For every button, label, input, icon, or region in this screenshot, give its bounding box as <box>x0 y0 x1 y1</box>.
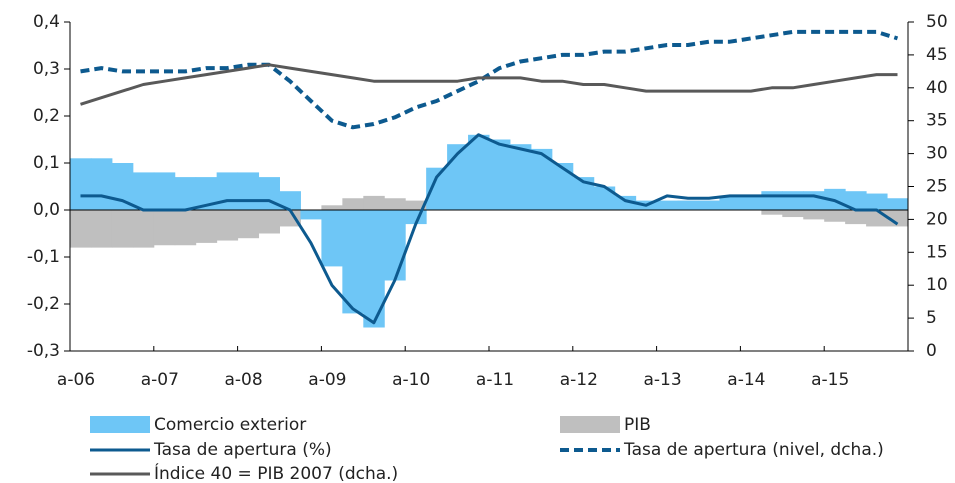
bar <box>363 210 385 328</box>
bar <box>803 210 825 220</box>
bar <box>593 186 616 210</box>
bar <box>237 172 260 210</box>
bar <box>321 205 343 210</box>
y2-tick-label: 10 <box>926 275 948 295</box>
bar <box>279 210 301 227</box>
bar <box>174 210 197 246</box>
x-tick-label: a-15 <box>811 370 849 390</box>
bar <box>845 210 867 225</box>
x-tick-label: a-07 <box>141 370 179 390</box>
bar <box>342 198 364 210</box>
bar <box>70 210 92 248</box>
bar <box>405 200 427 210</box>
y2-tick-label: 5 <box>926 308 937 328</box>
y2-tick-label: 45 <box>926 45 948 65</box>
legend-label: Índice 40 = PIB 2007 (dcha.) <box>154 462 398 483</box>
bar <box>384 210 406 281</box>
bar <box>698 200 720 210</box>
bar <box>90 210 113 248</box>
x-tick-label: a-11 <box>476 370 514 390</box>
y-tick-label: -0,1 <box>27 247 60 267</box>
bar <box>782 210 804 218</box>
legend-label: Tasa de apertura (%) <box>153 440 332 460</box>
bar <box>782 191 804 210</box>
line <box>80 133 899 325</box>
x-tick-label: a-06 <box>57 370 95 390</box>
legend-swatch <box>560 416 620 433</box>
y-tick-label: -0,2 <box>27 294 60 314</box>
y2-tick-label: 20 <box>926 209 948 229</box>
y-tick-label: 0,0 <box>33 200 60 220</box>
bar <box>195 210 218 243</box>
bar <box>237 210 260 239</box>
bar <box>761 210 783 215</box>
dashed-line <box>80 29 899 130</box>
bar <box>195 177 218 210</box>
x-tick-label: a-08 <box>225 370 263 390</box>
y-tick-label: 0,2 <box>33 106 60 126</box>
x-tick-label: a-09 <box>308 370 346 390</box>
bar <box>677 200 699 210</box>
bar <box>342 210 364 314</box>
y2-tick-label: 35 <box>926 111 948 131</box>
bar <box>489 139 511 210</box>
bar <box>572 177 595 210</box>
y-tick-label: 0,1 <box>33 153 60 173</box>
x-tick-label: a-12 <box>560 370 598 390</box>
y2-tick-label: 30 <box>926 144 948 164</box>
bar <box>656 200 679 210</box>
bar <box>887 198 909 210</box>
y2-tick-label: 40 <box>926 78 948 98</box>
bar <box>866 210 888 227</box>
y2-tick-label: 0 <box>926 341 937 361</box>
bar <box>174 177 197 210</box>
legend-label: Tasa de apertura (nivel, dcha.) <box>623 440 884 460</box>
bar <box>824 210 846 222</box>
bar <box>70 158 92 210</box>
bar <box>153 172 176 210</box>
bar <box>216 172 239 210</box>
legend-swatch <box>90 416 150 433</box>
y2-tick-label: 50 <box>926 12 948 32</box>
bar <box>153 210 176 246</box>
bar <box>300 210 322 220</box>
bar <box>866 193 888 210</box>
bar <box>132 210 155 248</box>
y2-tick-label: 15 <box>926 242 948 262</box>
bar <box>384 198 406 210</box>
y-tick-label: 0,3 <box>33 59 60 79</box>
bar <box>509 144 532 210</box>
bar <box>740 195 762 210</box>
bar <box>258 210 280 234</box>
y-tick-label: 0,4 <box>33 12 60 32</box>
bar <box>279 191 301 210</box>
line <box>80 63 898 106</box>
x-tick-label: a-14 <box>727 370 765 390</box>
bar <box>468 134 490 210</box>
bar <box>216 210 239 241</box>
bar <box>132 172 155 210</box>
bar <box>614 195 637 210</box>
bar <box>426 167 448 210</box>
bar <box>719 195 741 210</box>
legend-label: Comercio exterior <box>154 415 306 435</box>
legend-label: PIB <box>624 415 651 435</box>
y-tick-label: -0,3 <box>27 341 60 361</box>
bar <box>530 148 553 210</box>
x-tick-label: a-13 <box>644 370 682 390</box>
bar <box>803 191 825 210</box>
bar <box>111 210 134 248</box>
x-tick-label: a-10 <box>392 370 430 390</box>
y2-tick-label: 25 <box>926 177 948 197</box>
bar <box>551 163 574 210</box>
bar <box>761 191 783 210</box>
bar <box>845 191 867 210</box>
bar <box>321 210 343 267</box>
bar <box>363 195 385 210</box>
bar <box>90 158 113 210</box>
